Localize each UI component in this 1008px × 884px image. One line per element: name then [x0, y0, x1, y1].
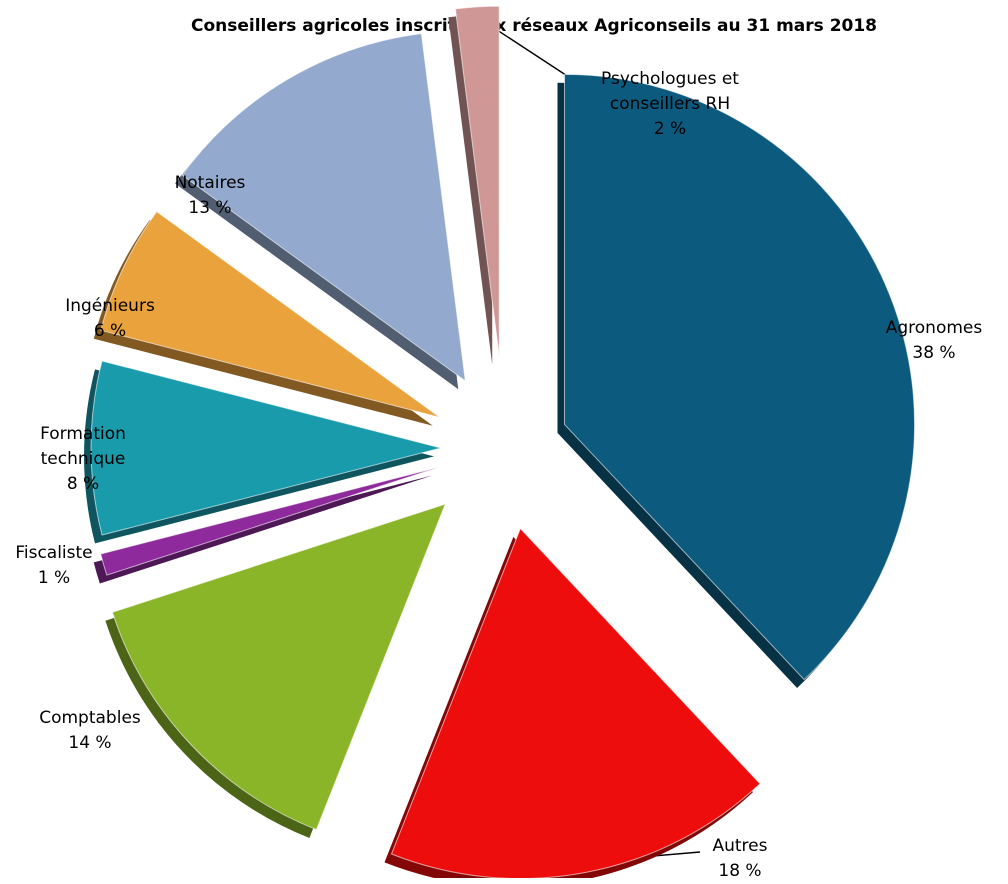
- slice-percent: 2 %: [653, 119, 687, 139]
- slice-label-ingenieurs: Ingénieurs 6 %: [50, 294, 170, 344]
- slice-label-psychologues: Psychologues et conseillers RH 2 %: [570, 67, 770, 142]
- slice-name: Agronomes: [885, 318, 983, 338]
- slice-percent: 13 %: [188, 198, 232, 218]
- slice-name: Psychologues et conseillers RH: [601, 69, 739, 114]
- slice-fiscaliste: [100, 466, 440, 576]
- slice-depth-fiscaliste: [93, 475, 433, 584]
- slice-name: Fiscaliste: [15, 543, 93, 563]
- chart-title: Conseillers agricoles inscrits aux résea…: [190, 16, 878, 36]
- slice-name: Ingénieurs: [65, 296, 155, 316]
- slice-psychologues: [454, 5, 500, 357]
- slice-percent: 1 %: [37, 568, 71, 588]
- slice-agronomes: [563, 73, 915, 681]
- slice-ingenieurs: [100, 210, 441, 418]
- slice-label-notaires: Notaires 13 %: [160, 171, 260, 221]
- slice-name: Comptables: [39, 708, 141, 728]
- slice-label-autres: Autres 18 %: [700, 834, 780, 884]
- slice-label-comptables: Comptables 14 %: [20, 706, 160, 756]
- slice-label-fiscaliste: Fiscaliste 1 %: [4, 541, 104, 591]
- slice-percent: 38 %: [912, 343, 956, 363]
- slice-percent: 8 %: [66, 474, 100, 494]
- slice-name: Notaires: [174, 173, 246, 193]
- slice-comptables: [111, 503, 447, 831]
- slice-percent: 6 %: [93, 321, 127, 341]
- slice-label-agronomes: Agronomes 38 %: [875, 316, 993, 366]
- slice-notaires: [181, 33, 466, 382]
- slice-percent: 18 %: [718, 861, 762, 881]
- pie-slices: [84, 5, 915, 878]
- slice-label-formation-technique: Formation technique 8 %: [18, 422, 148, 497]
- slice-formation: [90, 360, 442, 536]
- slice-name: Formation technique: [40, 424, 126, 469]
- slice-name: Autres: [712, 836, 768, 856]
- slice-percent: 14 %: [68, 733, 112, 753]
- slice-autres: [390, 527, 761, 878]
